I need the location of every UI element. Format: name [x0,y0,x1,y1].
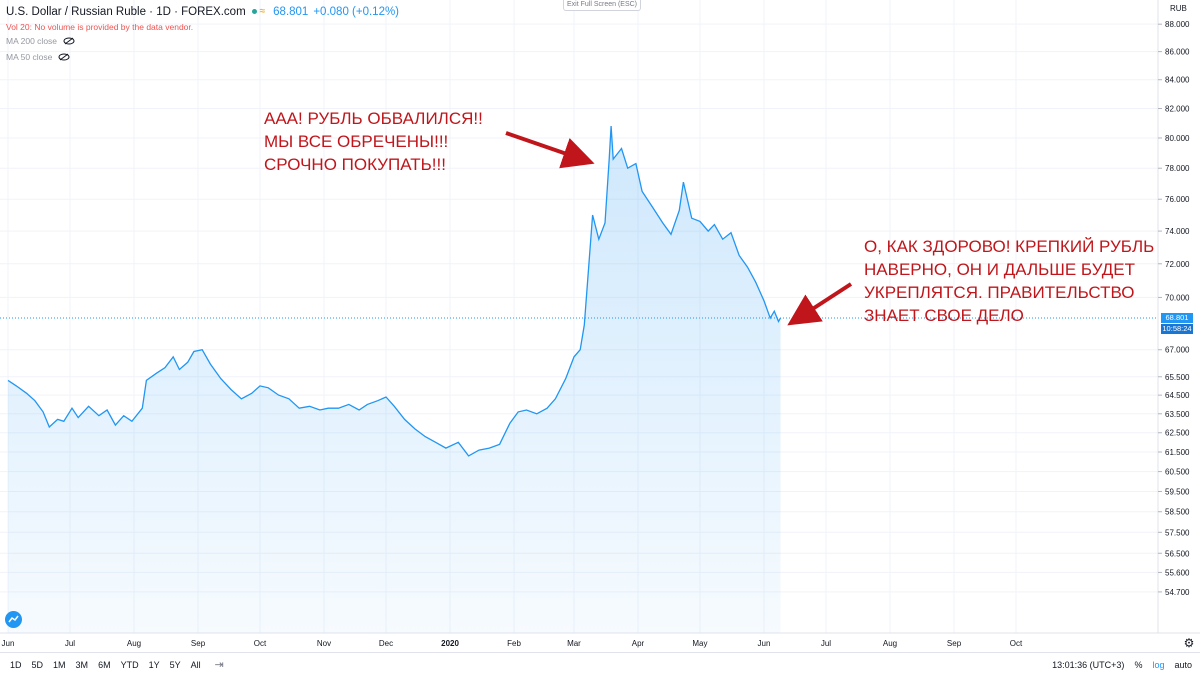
annotation-right-line: ЗНАЕТ СВОЕ ДЕЛО [864,306,1024,325]
currency-unit: RUB [1170,4,1187,13]
y-tick-label: 70.000 [1165,293,1190,302]
range-1m-button[interactable]: 1M [53,659,66,670]
x-tick-label: Jun [758,639,771,648]
y-tick-label: 82.000 [1165,104,1190,113]
range-5y-button[interactable]: 5Y [169,659,181,670]
last-price: 68.801 [273,5,309,18]
annotation-arrow-right [787,282,853,326]
bottom-toolbar: 1D 5D 1M 3M 6M YTD 1Y 5Y All ⇥ 13:01:36 … [0,652,1200,676]
y-tick-label: 63.500 [1165,410,1190,419]
market-status-dot [251,9,257,14]
x-tick-label: Dec [379,639,393,648]
price-chart[interactable]: 88.000 86.000 84.000 82.000 80.000 78.000 76.0… [0,0,1200,652]
annotation-top-line: ААА! РУБЛЬ ОБВАЛИЛСЯ!! [264,109,483,128]
y-tick-label: 84.000 [1165,76,1190,85]
y-tick-label: 61.500 [1165,448,1190,457]
price-area-fill [8,126,781,633]
delayed-data-icon: ≈ [259,6,266,17]
y-tick-label: 57.500 [1165,528,1190,537]
x-tick-label: Jul [821,639,831,648]
scale-controls: 13:01:36 (UTC+3) % log auto [1042,653,1192,676]
x-tick-label: 2020 [441,639,459,648]
y-tick-label: 62.500 [1165,429,1190,438]
range-all-button[interactable]: All [190,659,201,670]
current-price-label: 68.801 [1161,313,1193,324]
ma200-indicator[interactable]: MA 200 close [6,34,399,48]
y-tick-label: 60.500 [1165,468,1190,477]
annotation-top-line: МЫ ВСЕ ОБРЕЧЕНЫ!!! [264,132,449,151]
annotation-right-line: УКРЕПЛЯТСЯ. ПРАВИТЕЛЬСТВО [864,283,1135,302]
x-tick-label: Jun [2,639,15,648]
range-3m-button[interactable]: 3M [75,659,89,670]
annotation-right-line: НАВЕРНО, ОН И ДАЛЬШЕ БУДЕТ [864,260,1135,279]
annotation-top-line: СРОЧНО ПОКУПАТЬ!!! [264,155,446,174]
x-tick-label: Oct [1010,639,1023,648]
y-tick-label: 64.500 [1165,391,1190,400]
y-tick-label: 86.000 [1165,48,1190,57]
exit-fullscreen-button[interactable]: Exit Full Screen (ESC) [563,0,641,11]
y-tick-label: 65.500 [1165,373,1190,382]
y-tick-label: 80.000 [1165,134,1190,143]
x-tick-label: Sep [947,639,962,648]
bar-countdown-label: 10:58:24 [1161,324,1193,335]
log-scale-toggle[interactable]: log [1152,659,1165,670]
x-tick-label: May [692,639,707,648]
range-ytd-button[interactable]: YTD [120,659,139,670]
range-1y-button[interactable]: 1Y [148,659,160,670]
x-tick-label: Aug [883,639,897,648]
y-tick-label: 59.500 [1165,487,1190,496]
price-change: +0.080 (+0.12%) [313,5,400,18]
annotation-arrow-top [505,131,595,169]
price-series-line [7,126,782,457]
annotation-top: ААА! РУБЛЬ ОБВАЛИЛСЯ!! МЫ ВСЕ ОБРЕЧЕНЫ!!… [264,107,483,176]
y-tick-label: 88.000 [1165,20,1190,29]
y-tick-label: 54.700 [1165,588,1190,597]
x-tick-label: Nov [317,639,331,648]
time-axis: Jun Jul Aug Sep Oct Nov Dec 2020 Feb Mar Apr May Jun… [2,639,1023,648]
y-tick-label: 58.500 [1165,508,1190,517]
settings-gear-icon[interactable]: ⚙ [1183,636,1195,650]
range-6m-button[interactable]: 6M [98,659,111,670]
x-tick-label: Mar [567,639,581,648]
annotation-right: О, КАК ЗДОРОВО! КРЕПКИЙ РУБЛЬ НАВЕРНО, О… [864,235,1154,327]
range-5d-button[interactable]: 5D [31,659,44,670]
y-tick-label: 56.500 [1165,549,1190,558]
go-to-date-icon[interactable]: ⇥ [214,659,224,671]
symbol-title[interactable]: U.S. Dollar / Russian Ruble · 1D · FOREX… [6,5,246,18]
ma50-label: MA 50 close [6,52,53,62]
y-tick-label: 76.000 [1165,195,1190,204]
x-tick-label: Apr [632,639,645,648]
x-tick-label: Jul [65,639,75,648]
auto-scale-toggle[interactable]: auto [1174,659,1192,670]
y-tick-label: 78.000 [1165,164,1190,173]
x-tick-label: Aug [127,639,141,648]
percent-scale-toggle[interactable]: % [1134,659,1143,670]
hidden-eye-icon[interactable] [63,37,75,45]
price-axis: 88.000 86.000 84.000 82.000 80.000 78.000 76.0… [1158,20,1190,597]
ma200-label: MA 200 close [6,36,58,46]
clock-time[interactable]: 13:01:36 (UTC+3) [1052,659,1125,670]
tradingview-logo-icon[interactable] [5,611,22,628]
range-1d-button[interactable]: 1D [10,659,22,670]
y-tick-label: 74.000 [1165,227,1190,236]
annotation-right-line: О, КАК ЗДОРОВО! КРЕПКИЙ РУБЛЬ [864,237,1155,256]
y-tick-label: 67.000 [1165,346,1190,355]
y-tick-label: 72.000 [1165,260,1190,269]
x-tick-label: Feb [507,639,521,648]
x-tick-label: Sep [191,639,206,648]
chart-legend: U.S. Dollar / Russian Ruble · 1D · FOREX… [6,4,399,64]
x-tick-label: Oct [254,639,267,648]
ma50-indicator[interactable]: MA 50 close [6,50,399,64]
y-tick-label: 55.600 [1165,568,1190,577]
hidden-eye-icon[interactable] [58,53,70,61]
volume-notice: Vol 20: No volume is provided by the dat… [6,22,194,32]
